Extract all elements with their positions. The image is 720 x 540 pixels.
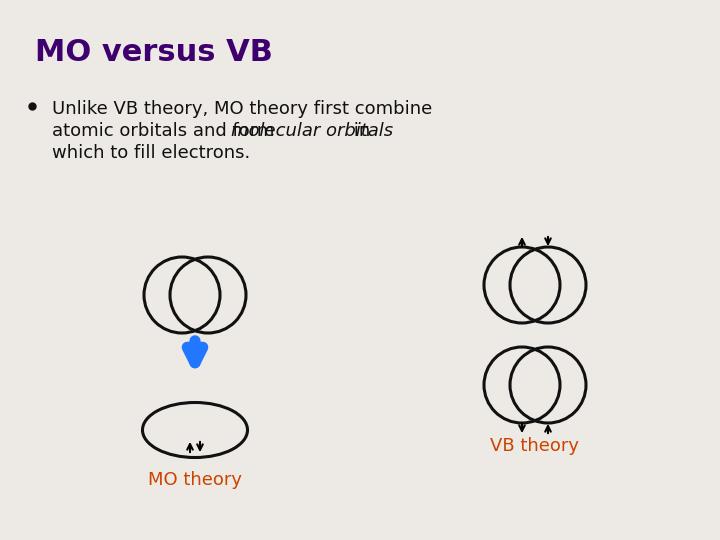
Text: which to fill electrons.: which to fill electrons. [52, 144, 251, 162]
Text: atomic orbitals and form: atomic orbitals and form [52, 122, 280, 140]
Text: MO theory: MO theory [148, 471, 242, 489]
Text: Unlike VB theory, MO theory first combine: Unlike VB theory, MO theory first combin… [52, 100, 432, 118]
Text: in: in [348, 122, 370, 140]
Text: MO versus VB: MO versus VB [35, 38, 273, 67]
Text: molecular orbitals: molecular orbitals [230, 122, 393, 140]
Text: VB theory: VB theory [490, 437, 580, 455]
